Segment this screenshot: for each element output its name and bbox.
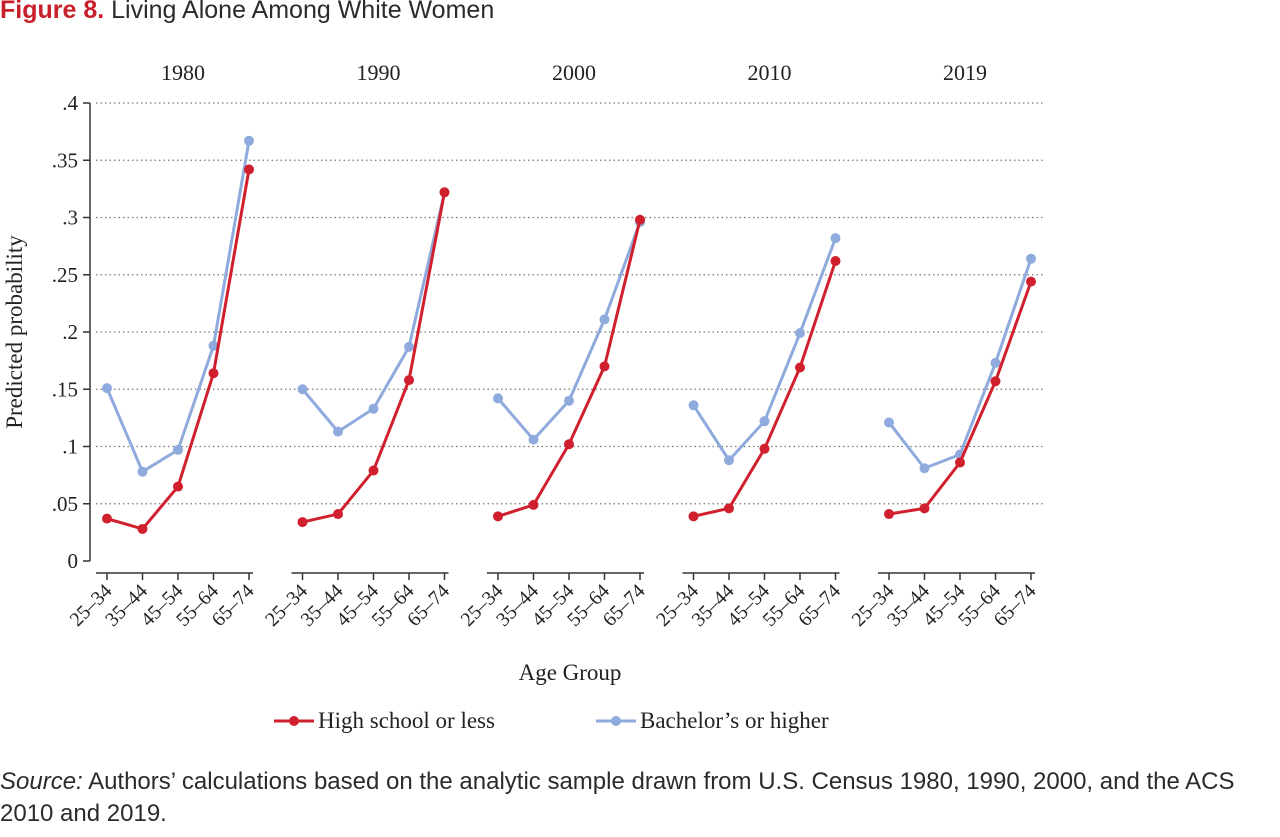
high-school-point: [173, 481, 183, 492]
x-tick-label: 65–74: [794, 580, 845, 631]
chart-svg: 0 .05 .1 .15 .2 .25 .3 .35 .4 Predicted probabili…: [2, 60, 1045, 733]
high-school-point: [208, 368, 219, 379]
source-note: Source: Authors’ calculations based on t…: [0, 766, 1280, 830]
x-tick-label: 65–74: [403, 580, 454, 631]
bachelors-point: [919, 463, 930, 474]
bachelors-point: [173, 444, 183, 455]
bachelors-point: [528, 434, 539, 445]
high-school-point: [137, 523, 148, 534]
legend-high-school-marker: [289, 716, 299, 726]
bachelors-line: [496, 221, 642, 442]
bachelors-line: [692, 237, 837, 463]
bachelors-point: [208, 340, 219, 351]
high-school-point: [493, 511, 503, 522]
x-tick-label: 65–74: [990, 580, 1041, 631]
high-school-point: [759, 443, 770, 454]
y-tick-label: 0: [68, 549, 79, 573]
panel-title: 2010: [748, 60, 792, 85]
high-school-point: [884, 509, 894, 520]
bachelors-point: [564, 395, 574, 406]
high-school-point: [297, 517, 308, 528]
high-school-point: [635, 214, 645, 225]
high-school-point: [404, 375, 414, 386]
high-school-point: [439, 187, 450, 198]
high-school-line: [497, 219, 642, 518]
high-school-point: [368, 465, 379, 476]
high-school-point: [688, 511, 699, 522]
bachelors-point: [688, 400, 699, 411]
high-school-point: [599, 361, 610, 372]
bachelors-line: [887, 258, 1033, 471]
high-school-point: [795, 362, 805, 373]
x-tick-label: 65–74: [599, 580, 650, 631]
bachelors-point: [404, 341, 414, 352]
legend: High school or less Bachelor’s or higher: [274, 708, 829, 733]
y-tick-label: .25: [52, 263, 78, 287]
y-tick-label: .15: [52, 377, 78, 401]
high-school-point: [919, 503, 930, 514]
bachelors-point: [102, 383, 112, 394]
panel-title: 1990: [357, 60, 401, 85]
gridlines: [96, 102, 1045, 505]
legend-high-school-label: High school or less: [318, 708, 495, 733]
legend-bachelors-marker: [611, 716, 621, 726]
high-school-line: [106, 169, 251, 531]
bachelors-point: [830, 233, 841, 244]
figure-label: Figure 8.: [0, 0, 105, 24]
panel-title: 1980: [161, 60, 205, 85]
bachelors-point: [795, 328, 805, 339]
bachelors-point: [368, 403, 379, 414]
bachelors-point: [724, 455, 734, 466]
high-school-point: [955, 457, 965, 468]
high-school-point: [528, 499, 539, 510]
high-school-point: [244, 164, 254, 175]
series-lines: [102, 135, 1036, 534]
figure-title: Figure 8. Living Alone Among White Women: [0, 0, 494, 25]
bachelors-point: [493, 393, 503, 404]
high-school-line: [888, 281, 1033, 516]
panel-title: 2019: [943, 60, 987, 85]
y-tick-label: .4: [62, 91, 78, 115]
y-tick-label: .3: [62, 206, 78, 230]
bachelors-point: [599, 314, 610, 325]
axes: [83, 102, 1035, 580]
high-school-point: [990, 376, 1001, 387]
y-tick-label: .35: [52, 148, 78, 172]
high-school-point: [1026, 276, 1036, 287]
bachelors-line: [105, 140, 251, 474]
figure-title-text: Living Alone Among White Women: [111, 0, 495, 24]
high-school-point: [564, 439, 574, 450]
bachelors-point: [297, 384, 308, 395]
bachelors-point: [244, 135, 254, 146]
bachelors-point: [884, 417, 894, 428]
high-school-point: [830, 256, 841, 267]
source-text: Authors’ calculations based on the analy…: [0, 768, 1235, 827]
y-tick-label: .1: [62, 435, 78, 459]
high-school-point: [724, 503, 734, 514]
x-tick-label: 65–74: [208, 580, 259, 631]
bachelors-point: [333, 426, 343, 437]
panel-title: 2000: [552, 60, 596, 85]
bachelors-point: [759, 416, 770, 427]
y-axis-title: Predicted probability: [2, 235, 27, 429]
chart-text: 0 .05 .1 .15 .2 .25 .3 .35 .4 Predicted probabili…: [2, 60, 1041, 685]
source-label: Source:: [0, 768, 83, 795]
x-axis-title: Age Group: [519, 660, 622, 685]
y-tick-label: .05: [52, 492, 78, 516]
high-school-point: [102, 513, 112, 524]
bachelors-point: [1026, 253, 1036, 264]
legend-bachelors-label: Bachelor’s or higher: [640, 708, 829, 733]
bachelors-point: [137, 466, 148, 477]
bachelors-point: [990, 357, 1001, 368]
high-school-point: [333, 509, 343, 520]
y-tick-label: .2: [62, 320, 78, 344]
